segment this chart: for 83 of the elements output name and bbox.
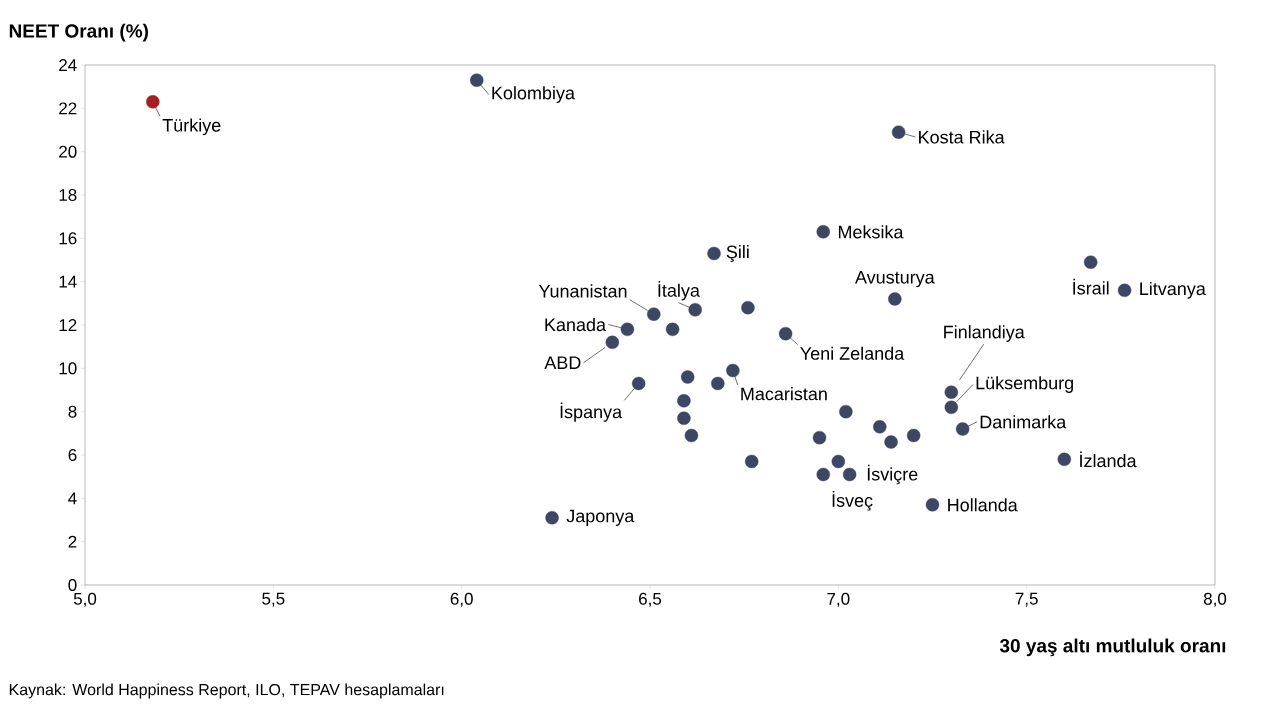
annotation: Danimarka [980,415,1067,429]
y-axis-title: NEET Oranı (%) [9,23,148,42]
point [684,428,699,443]
annotation: Kosta Rika [919,130,1005,144]
point [816,225,830,239]
point [1117,283,1132,298]
x-tick-label: 8,0 [1203,592,1227,607]
point [842,467,857,482]
y-tick-label: 6 [68,448,77,462]
point [778,326,793,341]
point [873,420,887,434]
annotation: Litvanya [1140,281,1206,299]
annotation: Yeni Zelanda [800,346,905,360]
point [688,303,702,317]
point [707,246,721,261]
y-tick-label: 20 [59,145,77,158]
point [955,422,970,436]
annotation: Japonya [566,509,635,526]
text: Kaynak: World Happiness Report, ILO, TEPAV hesaplamaları [9,683,444,699]
y-tick-label: 0 [68,578,77,592]
point [891,125,906,139]
y-tick-label: 18 [59,188,77,202]
x-tick-label: 5,5 [262,592,285,607]
y-tick-label: 4 [68,492,77,505]
annotation: İzlanda [1080,451,1137,468]
annotation: İsveç [832,491,873,511]
point [925,498,940,512]
point [677,411,691,425]
annotation: Türkiye [162,118,221,136]
point [680,370,695,384]
point [711,376,725,391]
annotation: İsrail [1073,278,1109,295]
point [632,376,646,391]
annotation: Kolombiya [492,86,575,103]
point [470,73,484,87]
annotation: İtalya [658,281,700,301]
y-tick-label: 16 [59,232,77,245]
annotation: İspanya [560,402,623,422]
point [605,335,620,350]
point [146,95,160,109]
annotation: Avusturya [855,271,935,288]
y-tick-label: 22 [59,102,77,115]
annotation: Finlandiya [944,325,1025,342]
y-tick-label: 10 [59,362,77,375]
y-tick-label: 8 [68,405,77,418]
point [545,511,559,525]
point [839,404,853,419]
y-tick-label: 24 [59,59,77,71]
point [888,292,902,306]
point [816,467,830,482]
point [831,454,846,469]
point [944,385,959,399]
point [812,430,827,445]
point [944,400,959,415]
annotation: Şili [726,245,749,262]
x-tick-label: 6,5 [639,592,662,607]
point [1057,452,1072,467]
annotation: Kanada [545,317,606,332]
annotation: Lüksemburg [976,376,1073,393]
point [620,322,635,337]
point [665,322,680,337]
x-tick-label: 7,0 [827,592,850,607]
y-tick-label: 12 [59,319,77,331]
annotation: Yunanistan [538,284,627,298]
y-tick-label: 14 [59,275,77,288]
annotation: Hollanda [948,498,1018,512]
x-axis-title: 30 yaş altı mutluluk oranı [999,638,1226,657]
x-tick-label: 7,5 [1015,592,1038,607]
point [726,363,740,378]
point [677,394,691,408]
annotation: İsviçre [867,464,918,485]
annotation: Macaristan [741,387,827,401]
annotation: ABD [544,356,581,369]
point [741,300,755,315]
point [906,428,921,443]
x-tick-label: 5,0 [73,592,97,607]
point [745,454,759,469]
y-tick-label: 2 [68,535,77,548]
point [884,435,898,449]
annotation: Meksika [838,225,904,239]
x-tick-label: 6,0 [450,592,473,607]
point [1083,255,1098,269]
point [647,307,661,321]
